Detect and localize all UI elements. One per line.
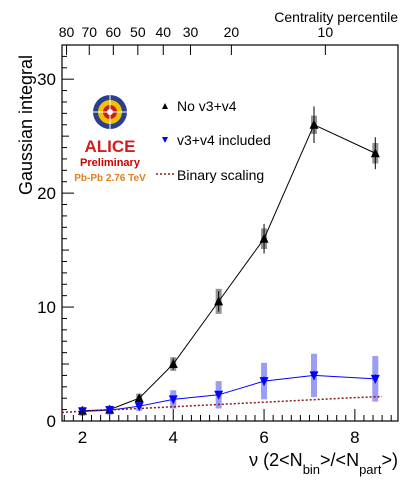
data-point <box>259 233 269 243</box>
y-tick-label: 0 <box>47 412 56 431</box>
top-axis-tick-label: 20 <box>224 24 240 40</box>
legend-label-binary-scaling: Binary scaling <box>177 167 264 183</box>
top-axis-tick-label: 80 <box>59 24 75 40</box>
data-point <box>134 402 144 412</box>
data-point <box>370 148 380 158</box>
data-point <box>259 377 269 387</box>
top-axis-tick-label: 40 <box>155 24 171 40</box>
plot-frame <box>61 44 399 422</box>
data-point <box>370 374 380 384</box>
series-line <box>82 124 376 412</box>
y-tick-label: 30 <box>37 70 56 89</box>
legend-marker-v3v4-included <box>162 137 168 143</box>
x-axis-title: ν (2<Nbin>/<Npart>) <box>249 450 398 477</box>
legend-marker-no-v3v4 <box>162 103 168 109</box>
data-point <box>105 406 115 416</box>
y-axis-title: Gaussian integral <box>16 55 36 195</box>
series-line <box>61 395 383 414</box>
top-axis-tick-label: 10 <box>318 24 334 40</box>
data-point <box>168 359 178 369</box>
legend-label-no-v3v4: No v3+v4 <box>177 98 237 114</box>
data-point <box>214 390 224 400</box>
preliminary-label: Preliminary <box>80 157 141 169</box>
data-point <box>168 395 178 405</box>
series-lines <box>61 124 383 414</box>
alice-wordmark: ALICE <box>85 137 136 156</box>
series-line <box>82 374 376 412</box>
top-axis-tick-label: 30 <box>183 24 199 40</box>
data-point <box>134 393 144 403</box>
axes: 0 10 20 30 2 4 6 8 80 70 60 50 40 30 20 10 <box>37 24 392 447</box>
x-tick-label: 4 <box>169 428 178 447</box>
top-axis-tick-label: 60 <box>106 24 122 40</box>
data-point <box>309 119 319 129</box>
legend-label-v3v4-included: v3+v4 included <box>177 132 271 148</box>
data-point <box>309 371 319 381</box>
x-tick-label: 6 <box>259 428 268 447</box>
y-tick-label: 10 <box>37 298 56 317</box>
data-point <box>214 296 224 306</box>
x-tick-label: 2 <box>78 428 87 447</box>
legend: No v3+v4 v3+v4 included Binary scaling <box>156 98 271 183</box>
collision-system-label: Pb-Pb 2.76 TeV <box>74 173 146 184</box>
x-tick-label: 8 <box>350 428 359 447</box>
top-axis-title: Centrality percentile <box>274 9 398 25</box>
plot-border <box>61 44 399 422</box>
top-axis-tick-label: 50 <box>130 24 146 40</box>
top-axis-tick-label: 70 <box>81 24 97 40</box>
y-tick-label: 20 <box>37 184 56 203</box>
alice-logo <box>93 95 127 129</box>
